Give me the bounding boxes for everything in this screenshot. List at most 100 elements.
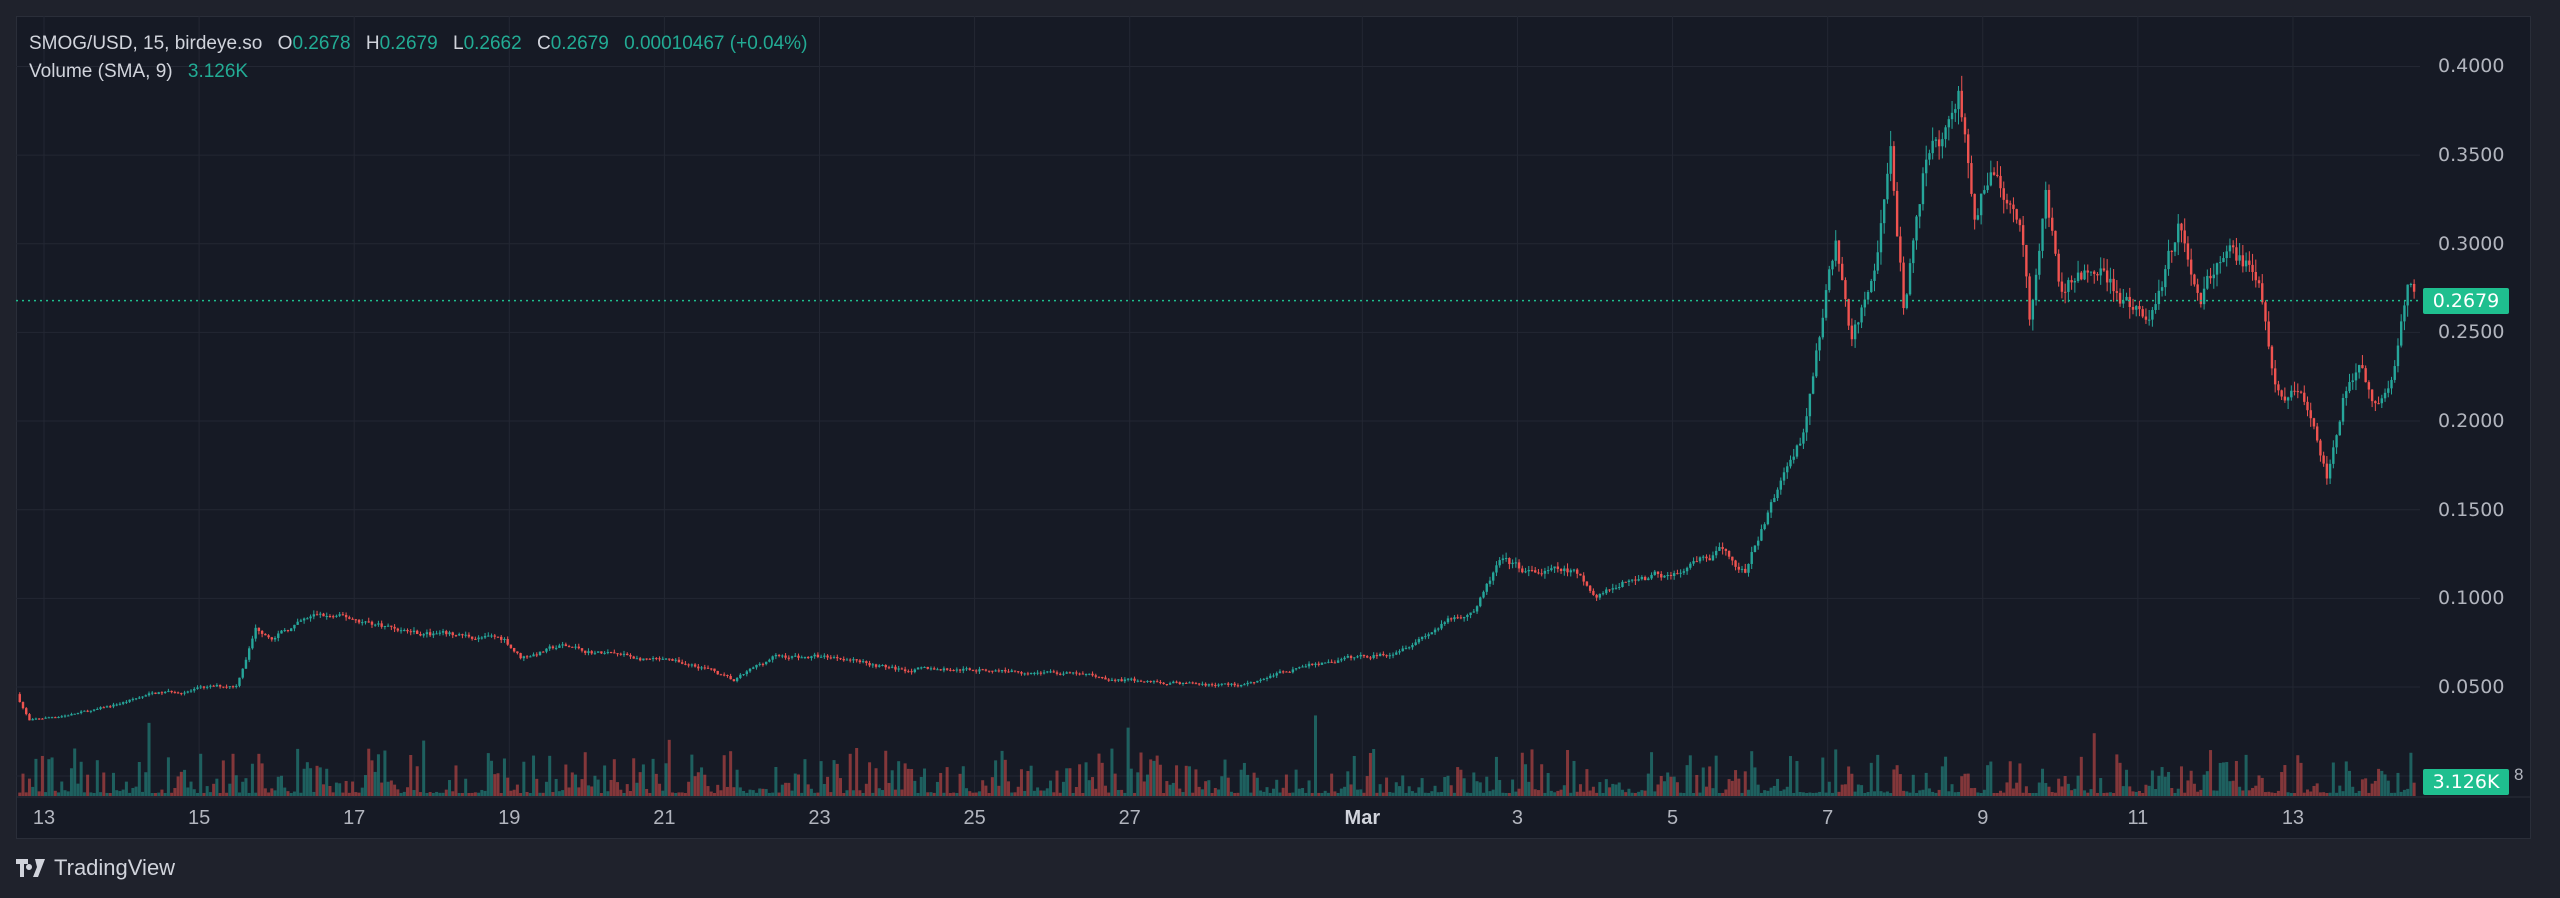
volume-bar [1795,761,1799,796]
volume-bar [1352,755,1356,796]
volume-bar [2335,792,2339,796]
volume-bar [1947,791,1951,796]
candle-body [2021,225,2025,245]
candle-body [558,645,561,648]
volume-bar [441,792,445,796]
candle-body [926,666,929,669]
candle-body [2309,410,2312,419]
volume-bar [325,768,329,796]
candle-body [1756,540,1760,546]
volume-bar [2147,785,2151,796]
candle-body [335,615,338,617]
volume-bar [1375,792,1379,796]
volume-bar [1074,786,1078,796]
volume-bar [208,792,212,796]
volume-bar [402,791,406,796]
volume-bar [273,790,277,796]
candle-body [2189,259,2193,275]
volume-bar [121,789,125,796]
volume-bar [1284,774,1288,796]
volume-bar [2041,768,2045,796]
volume-bar [935,781,939,796]
tradingview-logo[interactable]: TradingView [16,855,175,881]
volume-bar [528,793,532,796]
candle-body [1246,682,1249,685]
volume-bar [263,788,267,796]
candle-body [1378,653,1382,657]
volume-bar [1666,772,1670,796]
volume-bar [1776,778,1780,796]
volume-bar [1152,760,1156,796]
candle-body [112,704,115,707]
volume-bar [292,791,296,796]
volume-bar [351,781,355,796]
candle-body [648,658,652,660]
candle-body [2374,401,2377,404]
volume-bar [438,792,442,796]
volume-bar [861,792,865,796]
volume-bar [1368,752,1372,796]
candle-body [1010,670,1013,672]
candle-body [1750,551,1753,564]
candle-body [590,651,593,654]
candle-body [247,648,251,660]
candle-body [2212,274,2215,279]
volume-bar [864,783,868,796]
candle-body [516,651,519,654]
time-tick-label: 21 [653,807,676,829]
volume-bar [939,772,943,796]
volume-bar [2331,762,2335,796]
candle-body [981,669,984,671]
volume-bar [641,764,645,796]
volume-bar [393,784,397,796]
candle-body [1908,263,1912,295]
volume-bar [1265,787,1269,796]
volume-bar [1782,789,1786,796]
candle-body [2257,280,2261,284]
volume-bar [1937,789,1941,796]
symbol-title[interactable]: SMOG/USD, 15, birdeye.so [29,33,263,54]
volume-bar [212,783,216,796]
candle-body [2370,389,2374,402]
volume-bar [376,754,380,796]
candle-body [1695,561,1698,563]
candle-body [716,670,719,675]
candle-body [1262,678,1265,680]
candle-body [1411,645,1414,648]
change-value: 0.00010467 (+0.04%) [624,33,808,54]
candle-body [2012,204,2015,210]
volume-bar [519,792,523,796]
candle-body [1430,632,1434,635]
volume-bar [1023,790,1027,796]
candle-body [2403,305,2406,322]
candle-body [629,655,632,657]
volume-bar [1110,748,1114,796]
volume-bar [2163,776,2167,796]
volume-bar [1078,764,1082,796]
candle-body [1663,575,1666,578]
volume-bar [2205,771,2209,796]
candle-body [2118,292,2122,304]
volume-bar [1630,792,1634,796]
candle-body [31,719,34,721]
candlestick-chart[interactable] [16,16,2531,839]
volume-bar [1989,761,1993,796]
volume-bar [890,770,894,796]
volume-bar [658,783,662,796]
volume-bar [1081,792,1085,796]
volume-bar [1459,769,1463,796]
volume-bar [1288,792,1292,796]
candle-body [506,639,509,645]
volume-bar [903,763,907,796]
candle-body [1278,671,1282,674]
volume-bar [260,763,264,796]
candle-body [1795,445,1799,457]
candle-body [1653,571,1656,575]
candle-body [2196,284,2199,293]
volume-label[interactable]: Volume (SMA, 9) [29,61,173,82]
candle-body [2296,391,2299,393]
candle-body [1805,416,1808,433]
volume-bar [1184,765,1188,796]
candle-body [1123,679,1127,682]
chart-pane[interactable] [16,16,2531,839]
